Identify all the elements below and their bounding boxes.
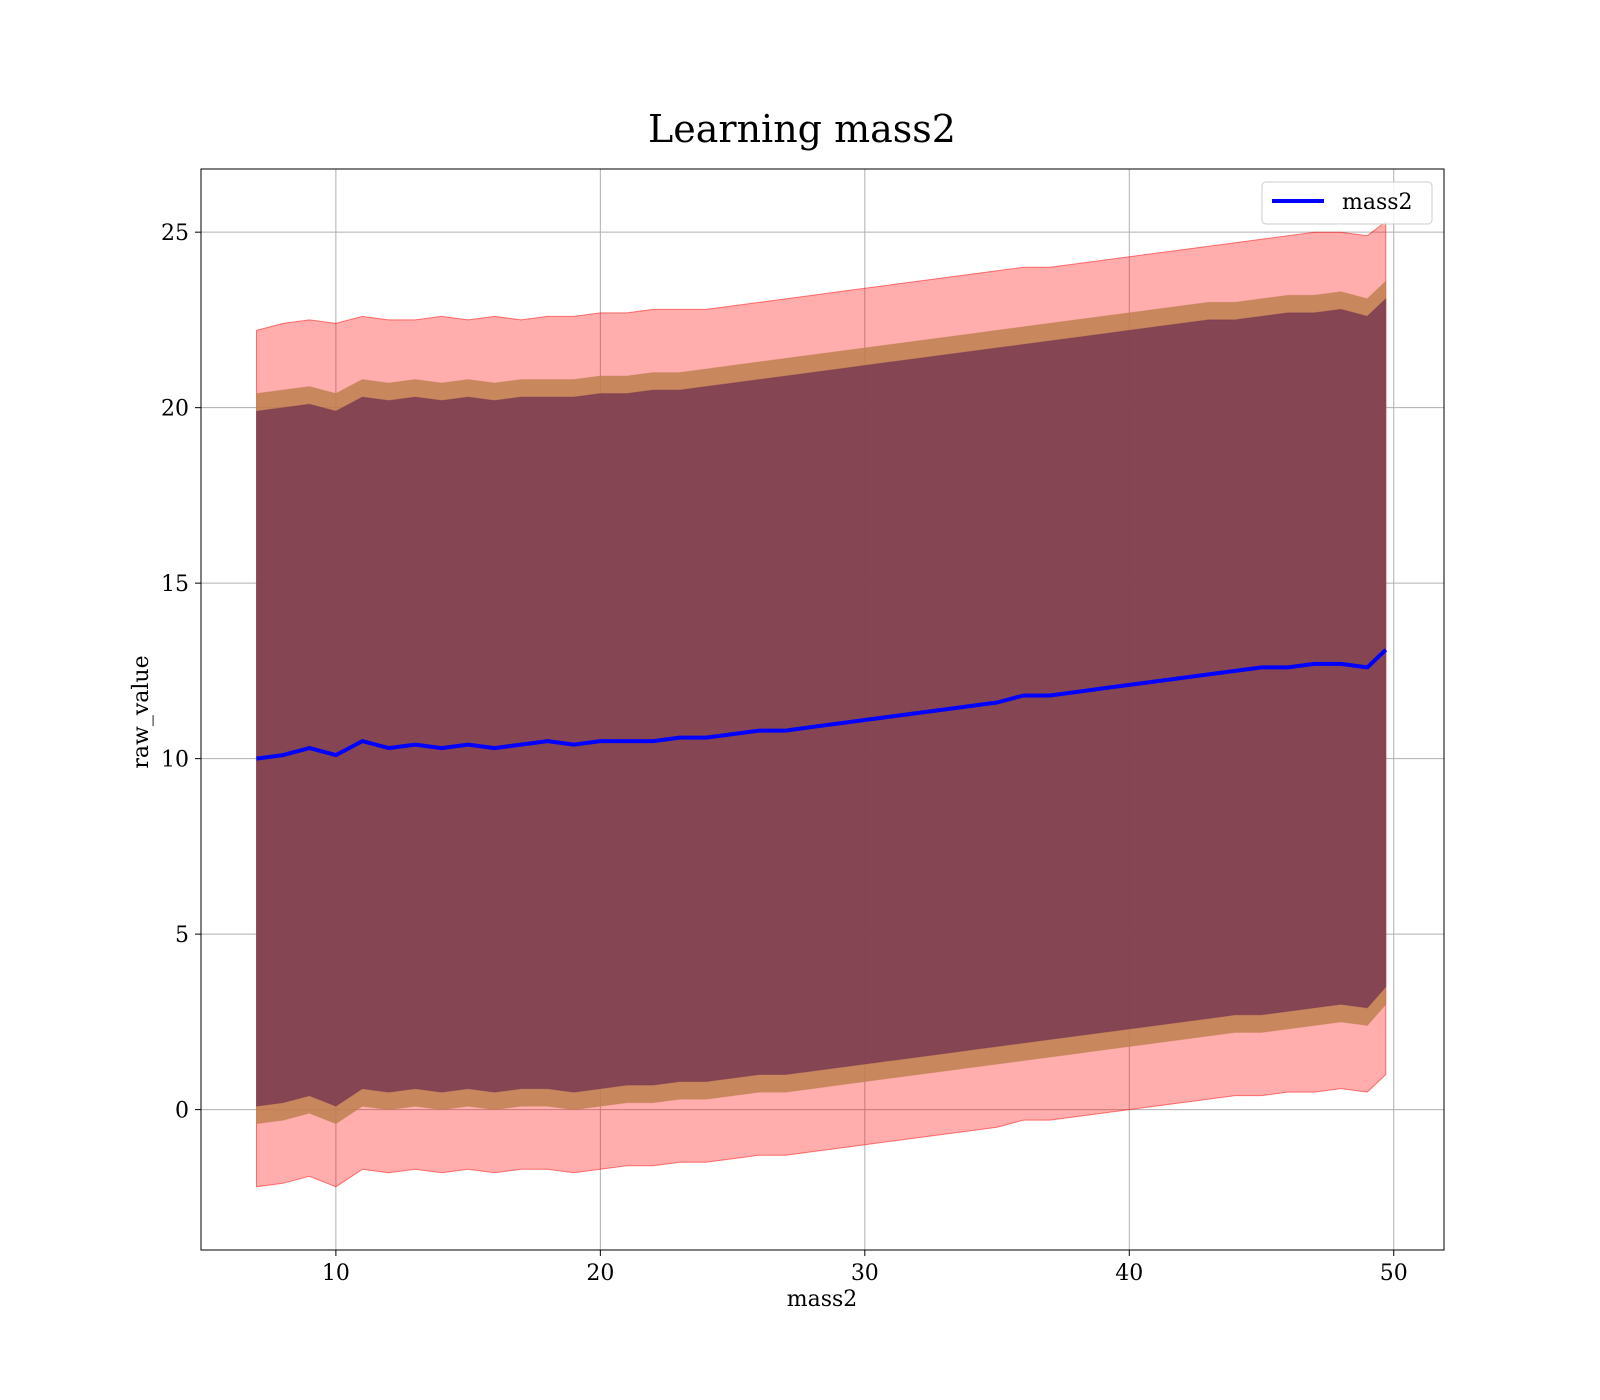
y-tick-label: 10 (161, 748, 189, 773)
x-tick-label: 40 (1115, 1261, 1143, 1286)
confidence-bands (256, 220, 1387, 1188)
x-tick-label: 30 (851, 1261, 879, 1286)
x-axis-label: mass2 (787, 1287, 858, 1312)
x-tick-label: 50 (1380, 1261, 1408, 1286)
x-tick-label: 20 (586, 1261, 614, 1286)
x-tick-label: 10 (322, 1261, 350, 1286)
series-line-mass2 (256, 648, 1388, 761)
y-tick-label: 5 (175, 923, 189, 948)
y-tick-label: 15 (161, 572, 189, 597)
band-inner (256, 297, 1387, 1107)
y-tick-label: 0 (175, 1099, 189, 1124)
ticks: 10 20 30 40 50 0 5 10 15 20 25 (161, 221, 1408, 1286)
legend-box (1261, 181, 1433, 225)
legend-label-mass2: mass2 (1342, 190, 1413, 215)
series-lines (256, 648, 1388, 761)
y-tick-label: 25 (161, 221, 189, 246)
y-axis-label: raw_value (129, 655, 154, 768)
legend: mass2 (1261, 181, 1433, 225)
plot-frame (200, 168, 1445, 1251)
chart-title: Learning mass2 (648, 107, 956, 151)
y-tick-label: 20 (161, 397, 189, 422)
